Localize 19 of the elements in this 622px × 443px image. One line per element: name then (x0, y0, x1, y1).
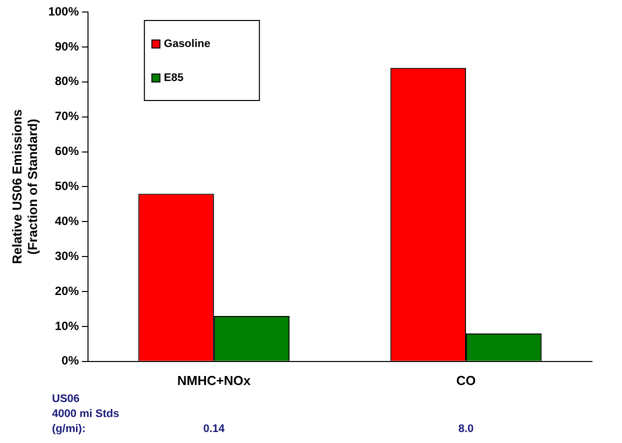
y-tick-label: 10% (54, 318, 80, 333)
y-tick-label: 60% (54, 144, 80, 158)
text: 0.14 (203, 422, 226, 435)
y-tick-label: 20% (54, 284, 80, 298)
y-axis-title: Relative US06 Emissions (Fraction of Standard) (9, 109, 40, 264)
y-tick-label: 70% (54, 109, 80, 124)
y-tick-label: 100% (48, 4, 80, 18)
y-tick-label: 40% (54, 214, 80, 228)
legend-label: E85 (164, 72, 184, 84)
text: 8.0 (458, 422, 474, 435)
y-tick-label: 0% (62, 354, 80, 368)
x-tick-label: NMHC+NOx (177, 372, 252, 388)
text: US06 4000 mi Stds (g/mi): (52, 392, 120, 435)
y-tick-label: 80% (54, 74, 80, 88)
y-tick-label: 50% (54, 179, 80, 194)
y-tick-label: 30% (54, 248, 80, 263)
legend-label: Gasoline (164, 38, 210, 50)
y-tick-label: 90% (54, 39, 80, 54)
x-tick-label: CO (456, 372, 476, 388)
